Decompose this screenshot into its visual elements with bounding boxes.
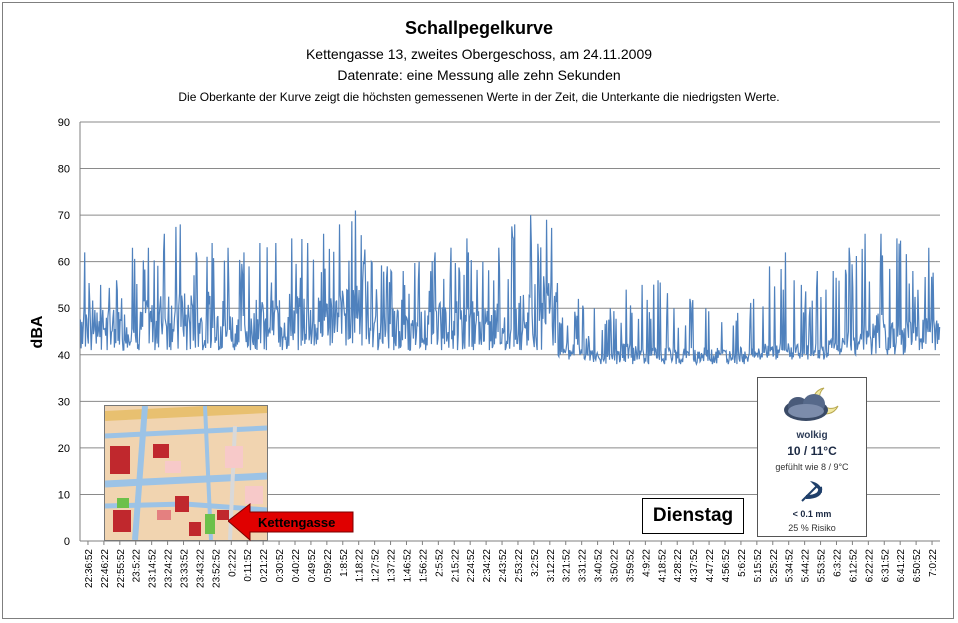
x-tick-label: 6:22:22 bbox=[864, 549, 875, 583]
chart-title: Schallpegelkurve bbox=[404, 18, 554, 38]
x-tick-label: 1:37:22 bbox=[387, 549, 398, 583]
weather-feels-like: gefühlt wie 8 / 9°C bbox=[775, 462, 849, 472]
x-tick-label: 22:55:52 bbox=[116, 549, 127, 588]
x-tick-label: 1:18:22 bbox=[355, 549, 366, 583]
y-tick-label: 80 bbox=[58, 164, 70, 176]
umbrella-icon bbox=[801, 481, 823, 502]
x-tick-label: 22:46:22 bbox=[100, 549, 111, 588]
x-tick-label: 23:24:22 bbox=[164, 549, 175, 588]
weather-widget: wolkig 10 / 11°C gefühlt wie 8 / 9°C < 0… bbox=[757, 377, 867, 537]
x-tick-label: 1:8:52 bbox=[339, 549, 350, 577]
x-tick-label: 2:24:52 bbox=[466, 549, 477, 583]
y-tick-labels: 0 10 20 30 40 50 60 70 80 90 bbox=[58, 117, 70, 548]
x-tick-label: 6:41:22 bbox=[896, 549, 907, 583]
x-tick-label: 4:37:52 bbox=[689, 549, 700, 583]
x-tick-label: 3:59:52 bbox=[625, 549, 636, 583]
chart-subtitle-datarate: Datenrate: eine Messung alle zehn Sekund… bbox=[337, 67, 621, 83]
x-tick-label: 0:2:22 bbox=[227, 549, 238, 577]
weather-condition: wolkig bbox=[796, 430, 828, 441]
x-tick-label: 6:12:52 bbox=[848, 549, 859, 583]
x-tick-label: 4:28:22 bbox=[673, 549, 684, 583]
x-tick-label: 5:15:52 bbox=[753, 549, 764, 583]
x-tick-label: 5:53:52 bbox=[817, 549, 828, 583]
x-tick-label: 4:47:22 bbox=[705, 549, 716, 583]
x-tick-label: 2:15:22 bbox=[450, 549, 461, 583]
x-tick-label: 5:25:22 bbox=[769, 549, 780, 583]
y-tick-label: 0 bbox=[64, 536, 70, 548]
arrow-icon bbox=[228, 503, 354, 542]
x-tick-label: 23:33:52 bbox=[180, 549, 191, 588]
x-tick-label: 1:56:22 bbox=[418, 549, 429, 583]
x-tick-label: 4:9:22 bbox=[641, 549, 652, 577]
y-tick-label: 50 bbox=[58, 303, 70, 315]
y-axis-label: dBA bbox=[29, 315, 46, 348]
x-tick-label: 1:46:52 bbox=[402, 549, 413, 583]
chart-subtitle-explanation: Die Oberkante der Kurve zeigt die höchst… bbox=[178, 90, 780, 104]
y-tick-label: 40 bbox=[58, 350, 70, 362]
x-tick-label: 2:43:52 bbox=[498, 549, 509, 583]
x-tick-label: 5:34:52 bbox=[785, 549, 796, 583]
y-tick-label: 20 bbox=[58, 443, 70, 455]
x-tick-label: 23:43:22 bbox=[195, 549, 206, 588]
x-tick-label: 4:18:52 bbox=[657, 549, 668, 583]
x-tick-label: 3:31:22 bbox=[578, 549, 589, 583]
x-tick-label: 0:59:22 bbox=[323, 549, 334, 583]
x-tick-labels: 22:36:52 22:46:22 22:55:52 23:5:22 23:14:52 2… bbox=[84, 541, 939, 588]
x-tick-label: 5:6:22 bbox=[737, 549, 748, 577]
x-tick-label: 3:21:52 bbox=[562, 549, 573, 583]
x-tick-label: 7:0:22 bbox=[928, 549, 939, 577]
x-tick-label: 2:53:22 bbox=[514, 549, 525, 583]
x-tick-label: 6:50:52 bbox=[912, 549, 923, 583]
y-tick-label: 60 bbox=[58, 257, 70, 269]
series-line-sound-level bbox=[79, 210, 941, 366]
cloud-moon-icon bbox=[784, 387, 839, 421]
street-label: Kettengasse bbox=[258, 515, 336, 530]
x-tick-label: 2:34:22 bbox=[482, 549, 493, 583]
weather-rain: < 0.1 mm bbox=[792, 509, 832, 519]
y-tick-label: 90 bbox=[58, 117, 70, 129]
x-tick-label: 3:2:52 bbox=[530, 549, 541, 577]
x-tick-label: 3:40:52 bbox=[594, 549, 605, 583]
x-tick-label: 6:31:52 bbox=[880, 549, 891, 583]
x-tick-label: 23:52:52 bbox=[211, 549, 222, 588]
x-tick-label: 2:5:52 bbox=[434, 549, 445, 577]
x-tick-label: 23:5:22 bbox=[132, 549, 143, 583]
x-tick-label: 0:11:52 bbox=[243, 549, 254, 582]
x-tick-label: 23:14:52 bbox=[148, 549, 159, 588]
x-tick-label: 0:40:22 bbox=[291, 549, 302, 583]
x-tick-label: 4:56:52 bbox=[721, 549, 732, 583]
y-tick-label: 10 bbox=[58, 489, 70, 501]
weather-rain-risk: 25 % Risiko bbox=[788, 523, 836, 533]
x-tick-label: 5:44:22 bbox=[801, 549, 812, 583]
y-tick-label: 70 bbox=[58, 210, 70, 222]
day-label: Dienstag bbox=[642, 498, 744, 534]
x-tick-label: 6:3:22 bbox=[832, 549, 843, 577]
weather-temperature: 10 / 11°C bbox=[787, 444, 837, 458]
x-tick-label: 0:21:22 bbox=[259, 549, 270, 583]
x-tick-label: 22:36:52 bbox=[84, 549, 95, 588]
x-tick-label: 3:50:22 bbox=[610, 549, 621, 583]
x-tick-label: 0:49:52 bbox=[307, 549, 318, 583]
chart-subtitle-location: Kettengasse 13, zweites Obergeschoss, am… bbox=[305, 46, 653, 62]
y-tick-label: 30 bbox=[58, 396, 70, 408]
x-tick-label: 0:30:52 bbox=[275, 549, 286, 583]
x-tick-label: 1:27:52 bbox=[371, 549, 382, 583]
x-tick-label: 3:12:22 bbox=[546, 549, 557, 583]
